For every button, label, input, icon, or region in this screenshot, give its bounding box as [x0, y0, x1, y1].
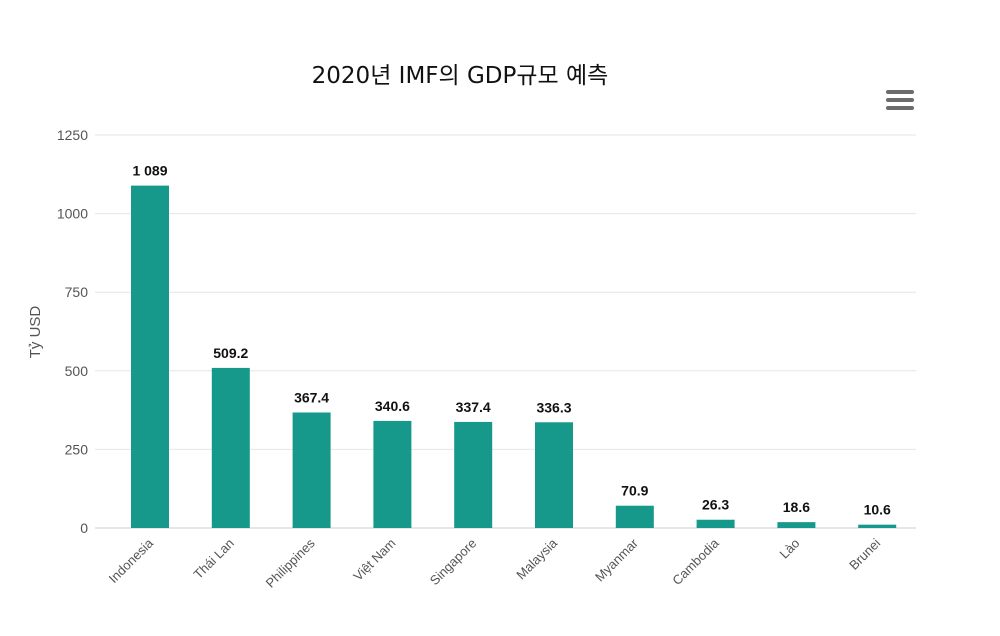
x-tick-label: Philippines	[263, 535, 318, 590]
bar-malaysia[interactable]	[535, 422, 573, 528]
x-tick-label: Lào	[777, 536, 803, 562]
y-axis-label: Tỷ USD	[27, 306, 44, 359]
x-tick-label: Việt Nam	[350, 536, 398, 584]
data-label: 70.9	[621, 483, 648, 499]
chart-title: 2020년 IMF의 GDP규모 예측	[311, 63, 609, 89]
data-label: 26.3	[702, 497, 729, 513]
x-tick-label: Myanmar	[592, 535, 641, 584]
data-label: 1 089	[132, 163, 167, 179]
chart-menu-button[interactable]	[886, 90, 914, 114]
hamburger-line	[886, 98, 914, 102]
bar-lào[interactable]	[777, 522, 816, 528]
x-tick-label: Malaysia	[513, 535, 560, 582]
data-label: 367.4	[294, 389, 329, 405]
data-label: 509.2	[213, 345, 248, 361]
bar-myanmar[interactable]	[615, 505, 654, 528]
bar-indonesia[interactable]	[131, 185, 169, 528]
y-tick-label: 1250	[57, 127, 88, 143]
data-label: 10.6	[864, 502, 891, 518]
bar-thái-lan[interactable]	[211, 367, 250, 528]
bar-cambodia[interactable]	[696, 519, 735, 528]
y-tick-label: 750	[65, 284, 89, 300]
bar-layer	[131, 185, 897, 528]
x-tick-label: Cambodia	[669, 535, 722, 588]
y-tick-label: 500	[65, 363, 89, 379]
data-label: 337.4	[456, 399, 491, 415]
data-label: 18.6	[783, 499, 810, 515]
bar-philippines[interactable]	[292, 412, 331, 528]
y-tick-label: 1000	[57, 206, 88, 222]
y-tick-label: 0	[80, 520, 88, 536]
x-tick-label: Indonesia	[106, 535, 157, 586]
data-label: 340.6	[375, 398, 410, 414]
hamburger-menu-icon	[886, 90, 914, 94]
hamburger-line	[886, 106, 914, 110]
x-tick-label: Brunei	[846, 535, 883, 572]
data-label: 336.3	[536, 399, 571, 415]
y-tick-label: 250	[65, 441, 89, 457]
bar-việt-nam[interactable]	[373, 420, 412, 528]
bar-singapore[interactable]	[454, 421, 493, 528]
bar-brunei[interactable]	[858, 524, 897, 528]
x-tick-label: Singapore	[427, 536, 480, 589]
x-tick-label: Thái Lan	[191, 536, 237, 582]
